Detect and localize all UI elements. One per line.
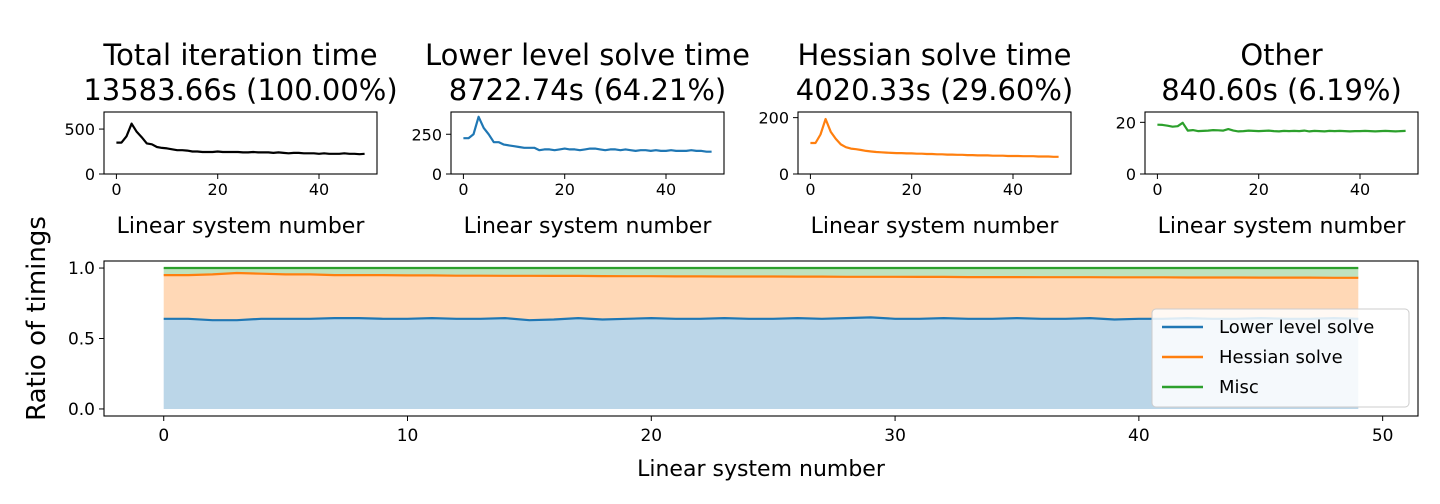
series-line: [463, 115, 712, 153]
y-tick-label: 0: [1126, 165, 1136, 184]
y-tick-label: 250: [411, 125, 442, 144]
x-tick-label: 40: [1350, 180, 1370, 199]
y-tick-label: 0.5: [68, 330, 95, 350]
x-tick-label: 20: [902, 180, 922, 199]
series-line: [1157, 121, 1406, 133]
legend-label: Hessian solve: [1219, 347, 1343, 368]
x-tick-label: 10: [397, 426, 419, 446]
x-tick-label: 40: [309, 180, 329, 199]
y-axis-label: Ratio of timings: [22, 216, 52, 421]
axes-frame: [1144, 111, 1419, 175]
series-line-hessian-solve: [163, 271, 1359, 279]
y-tick-label: 500: [64, 120, 95, 139]
y-tick-label: 20: [1116, 113, 1136, 132]
x-tick-label: 0: [158, 426, 169, 446]
x-axis-label: Linear system number: [1158, 214, 1407, 239]
axes-frame: [797, 111, 1072, 175]
subplot-title: Lower level solve time: [425, 38, 750, 72]
y-tick-label: 0: [85, 165, 95, 184]
series-line: [116, 122, 365, 156]
x-tick-label: 20: [1249, 180, 1269, 199]
x-axis-label: Linear system number: [464, 214, 713, 239]
legend-box: [1151, 308, 1410, 408]
x-tick-label: 40: [656, 180, 676, 199]
series-line: [810, 117, 1059, 158]
y-tick-label: 200: [758, 109, 789, 128]
legend-label: Lower level solve: [1219, 317, 1374, 338]
subplot-title: Other: [1240, 38, 1322, 72]
x-tick-label: 30: [884, 426, 906, 446]
x-axis-label: Linear system number: [117, 214, 366, 239]
x-tick-label: 20: [555, 180, 575, 199]
x-tick-label: 20: [640, 426, 662, 446]
subplot-subtitle: 8722.74s (64.21%): [449, 73, 726, 107]
subplot-title: Total iteration time: [102, 38, 377, 72]
y-tick-label: 0: [779, 165, 789, 184]
axes-frame: [103, 111, 378, 175]
axes-frame: [450, 111, 725, 175]
subplot-title: Hessian solve time: [798, 38, 1072, 72]
area-fill-lower-level-solve: [163, 317, 1359, 409]
x-tick-label: 0: [1152, 180, 1162, 199]
y-tick-label: 0: [432, 165, 442, 184]
area-fill-hessian-solve: [163, 273, 1359, 321]
x-tick-label: 0: [458, 180, 468, 199]
x-tick-label: 0: [805, 180, 815, 199]
legend: Lower level solve Hessian solve Misc: [1151, 308, 1410, 408]
x-tick-label: 40: [1128, 426, 1150, 446]
subplot-subtitle: 13583.66s (100.00%): [83, 73, 397, 107]
x-tick-label: 20: [208, 180, 228, 199]
subplot-subtitle: 840.60s (6.19%): [1161, 73, 1402, 107]
x-tick-label: 0: [111, 180, 121, 199]
ratio-chart: 0 10 20 30 40 50 0.0 0.5 1.0 Linear system number…: [22, 216, 1419, 482]
y-tick-label: 1.0: [68, 259, 95, 279]
y-tick-label: 0.0: [68, 400, 95, 420]
legend-label: Misc: [1219, 377, 1259, 398]
x-axis-label: Linear system number: [637, 457, 886, 482]
subplot-subtitle: 4020.33s (29.60%): [796, 73, 1073, 107]
x-tick-label: 40: [1003, 180, 1023, 199]
x-tick-label: 50: [1372, 426, 1394, 446]
x-axis-label: Linear system number: [811, 214, 1060, 239]
